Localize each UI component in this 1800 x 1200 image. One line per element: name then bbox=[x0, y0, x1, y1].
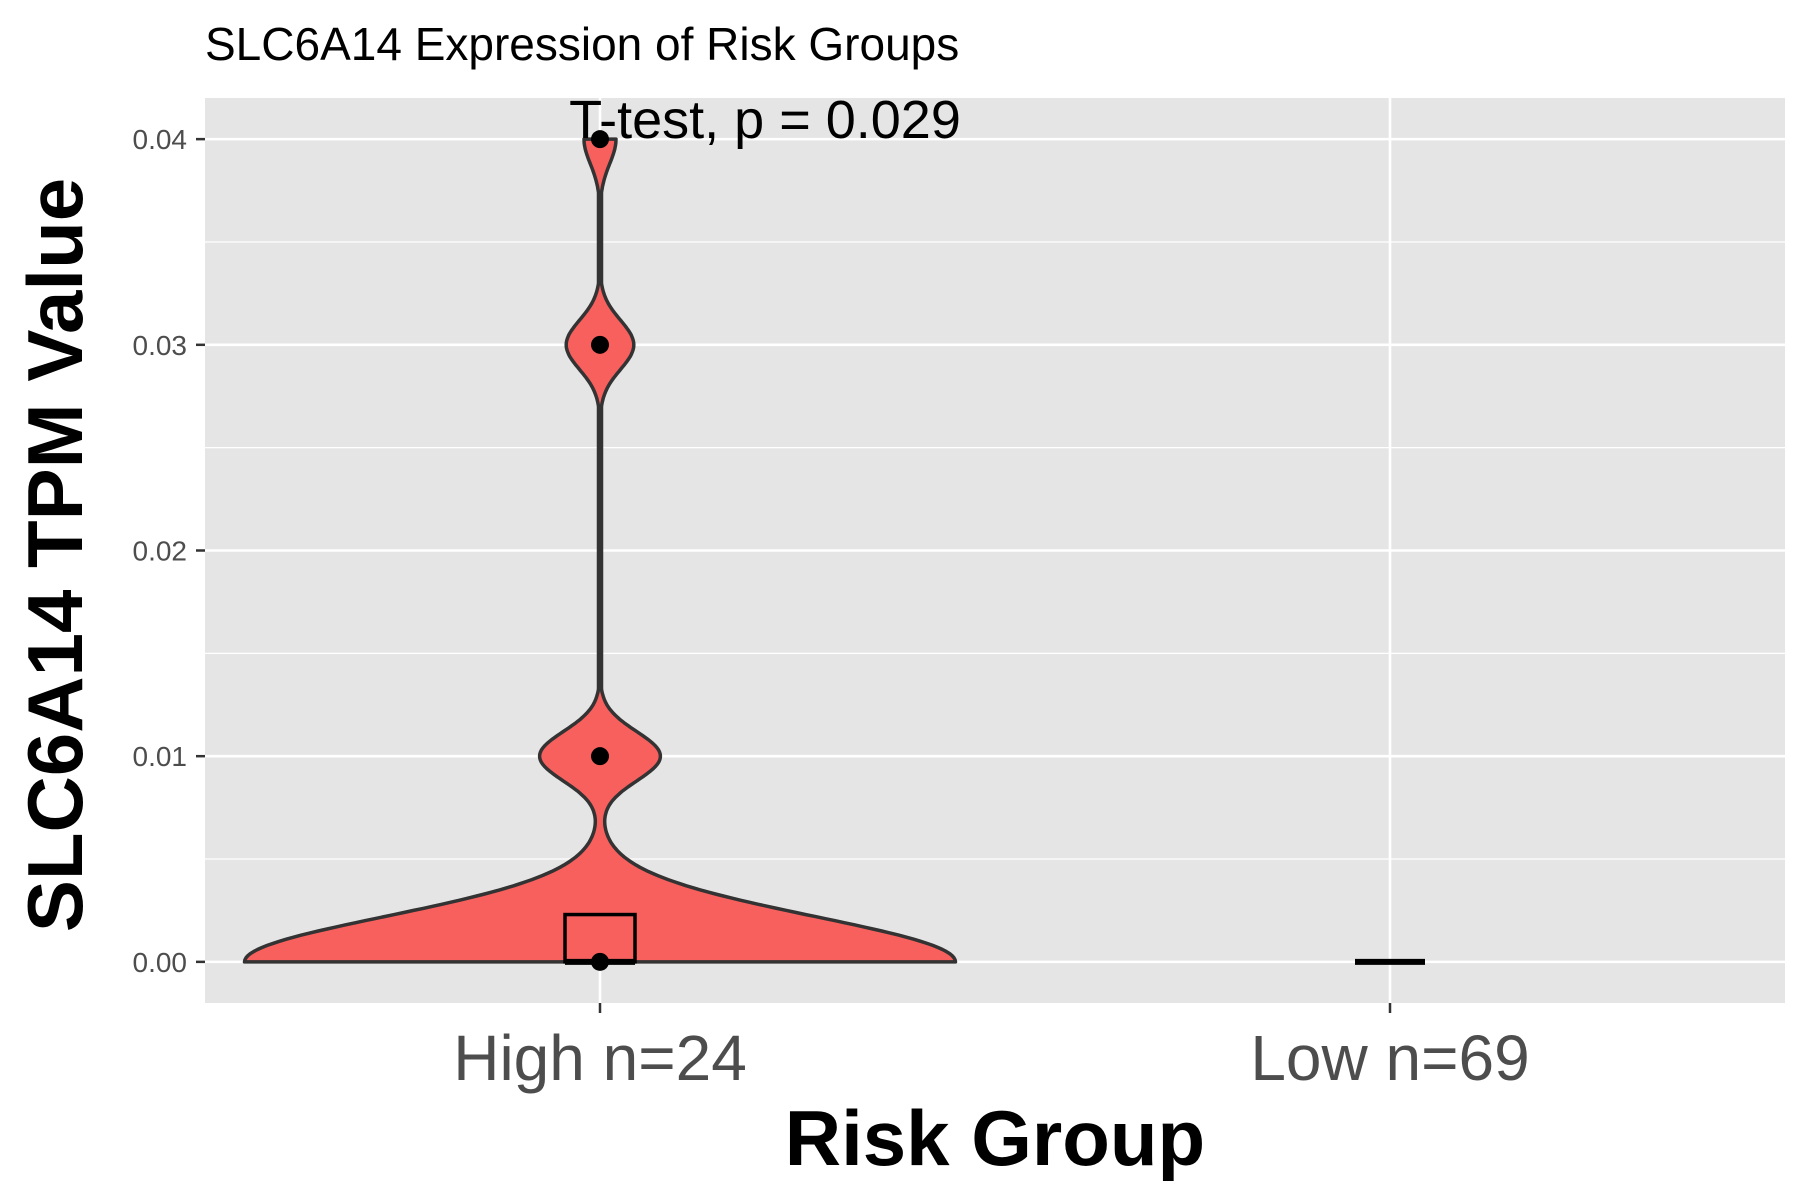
x-tick-label: Low n=69 bbox=[1250, 1022, 1529, 1094]
x-tick-label: High n=24 bbox=[453, 1022, 747, 1094]
ttest-annotation: T-test, p = 0.029 bbox=[569, 90, 961, 150]
y-tick-label: 0.02 bbox=[133, 536, 188, 567]
violin-0 bbox=[242, 137, 958, 964]
axes: 0.00 0.01 0.02 0.03 0.04 High n=24 Low n=69 bbox=[133, 124, 1530, 1094]
data-point bbox=[591, 130, 609, 149]
chart-title: SLC6A14 Expression of Risk Groups bbox=[205, 18, 959, 70]
data-point bbox=[591, 747, 609, 766]
box-0 bbox=[563, 912, 637, 964]
data-point bbox=[591, 952, 609, 971]
y-tick-label: 0.03 bbox=[133, 330, 188, 361]
data-point bbox=[591, 335, 609, 354]
y-tick-label: 0.04 bbox=[133, 124, 188, 155]
x-axis-label: Risk Group bbox=[785, 1094, 1205, 1182]
y-axis-label: SLC6A14 TPM Value bbox=[11, 178, 99, 932]
y-tick-label: 0.00 bbox=[133, 947, 188, 978]
chart-marks bbox=[242, 130, 1425, 971]
y-tick-label: 0.01 bbox=[133, 741, 188, 772]
